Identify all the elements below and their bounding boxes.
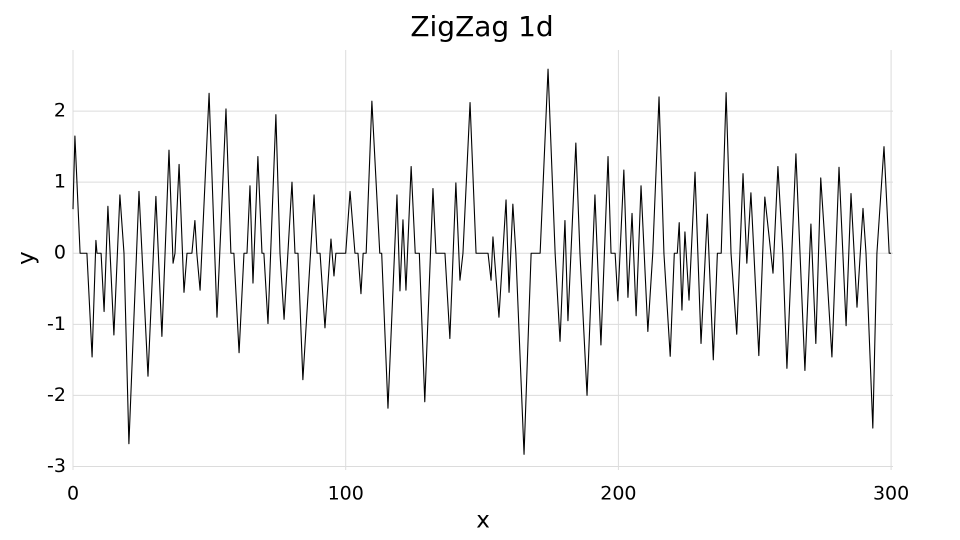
y-tick-label: -2: [47, 384, 66, 406]
x-tick-label: 300: [873, 483, 909, 505]
x-tick-label: 200: [600, 483, 636, 505]
y-axis-label: y: [14, 251, 40, 265]
y-tick-label: -1: [47, 313, 66, 335]
y-tick-label: 0: [54, 242, 66, 264]
x-tick-label: 0: [67, 483, 79, 505]
y-tick-label: 1: [54, 171, 66, 193]
y-tick-label: 2: [54, 100, 66, 122]
x-axis-label: x: [476, 508, 490, 534]
data-line: [72, 68, 892, 455]
chart-title: ZigZag 1d: [410, 10, 553, 43]
y-tick-label: -3: [47, 455, 66, 477]
x-tick-label: 100: [328, 483, 364, 505]
